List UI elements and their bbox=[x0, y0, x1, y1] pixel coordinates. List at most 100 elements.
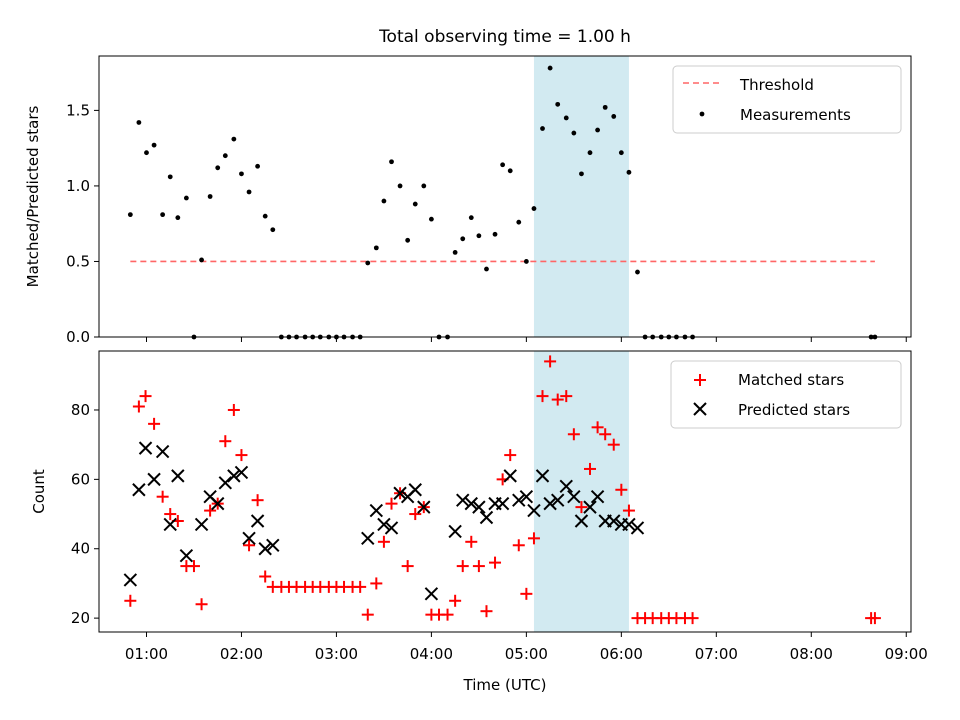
legend-matched-swatch bbox=[694, 374, 706, 386]
legend-measurements-label: Measurements bbox=[740, 106, 851, 124]
measurement-point bbox=[412, 201, 418, 207]
x-tick-label: 04:00 bbox=[410, 645, 453, 663]
measurement-point bbox=[635, 269, 640, 275]
measurement-point bbox=[222, 153, 228, 159]
measurement-point bbox=[144, 150, 149, 156]
predicted-star-point bbox=[258, 542, 272, 556]
measurement-point bbox=[540, 126, 545, 131]
measurement-point bbox=[516, 219, 522, 225]
matched-star-point bbox=[615, 483, 628, 496]
measurement-point bbox=[428, 216, 434, 222]
chart-title: Total observing time = 1.00 h bbox=[378, 27, 631, 47]
matched-star-point bbox=[504, 449, 517, 462]
measurement-point bbox=[270, 227, 276, 233]
matched-star-point bbox=[401, 560, 414, 573]
measurement-point bbox=[500, 162, 506, 168]
measurement-point bbox=[595, 127, 600, 133]
x-tick-label: 03:00 bbox=[315, 645, 358, 663]
y-tick-label: 0.0 bbox=[66, 328, 90, 346]
predicted-star-point bbox=[424, 587, 439, 601]
matched-stars-series bbox=[124, 355, 881, 625]
measurement-point bbox=[151, 142, 157, 148]
matched-star-point bbox=[124, 594, 137, 607]
measurement-point bbox=[262, 213, 268, 219]
matched-star-point bbox=[599, 428, 612, 441]
measurement-point bbox=[199, 257, 204, 263]
matched-star-point bbox=[219, 435, 232, 448]
measurement-point bbox=[611, 114, 617, 119]
legend-matched-label: Matched stars bbox=[738, 371, 844, 389]
predicted-star-point bbox=[607, 514, 621, 528]
legend-threshold-label: Threshold bbox=[739, 76, 814, 94]
ratio-panel: 0.0 0.5 1.0 1.5 Matched/Predicted stars Thr… bbox=[24, 55, 912, 346]
predicted-star-point bbox=[155, 444, 170, 459]
matched-star-point bbox=[227, 403, 240, 416]
measurement-point bbox=[531, 206, 537, 211]
ratio-x-axis-ticks bbox=[145, 337, 907, 342]
predicted-stars-series bbox=[123, 441, 645, 601]
y-tick-label: 20 bbox=[71, 609, 90, 627]
matched-star-point bbox=[195, 598, 208, 611]
predicted-star-point bbox=[495, 496, 510, 511]
x-tick-label: 08:00 bbox=[790, 645, 833, 663]
predicted-star-point bbox=[377, 517, 391, 532]
predicted-star-point bbox=[543, 496, 557, 511]
counts-plot-frame bbox=[98, 350, 912, 633]
predicted-star-point bbox=[448, 524, 462, 539]
predicted-star-point bbox=[163, 517, 177, 532]
predicted-star-point bbox=[503, 469, 517, 483]
y-tick-label: 80 bbox=[71, 401, 90, 419]
measurement-point bbox=[167, 174, 173, 180]
predicted-star-point bbox=[211, 496, 225, 511]
measurement-point bbox=[587, 150, 593, 156]
matched-star-point bbox=[243, 539, 256, 552]
matched-star-point bbox=[361, 608, 374, 621]
matched-star-point bbox=[139, 390, 152, 403]
predicted-star-point bbox=[361, 531, 375, 546]
matched-star-point bbox=[132, 400, 145, 413]
predicted-star-point bbox=[171, 469, 185, 483]
measurement-point bbox=[397, 183, 403, 189]
ratio-plot-frame bbox=[98, 55, 912, 338]
predicted-star-point bbox=[218, 476, 233, 490]
matched-star-point bbox=[354, 580, 367, 593]
measurement-point bbox=[571, 130, 577, 136]
predicted-star-point bbox=[551, 493, 565, 507]
matched-star-point bbox=[591, 421, 604, 434]
measurement-point bbox=[468, 215, 474, 221]
measurement-point bbox=[579, 171, 584, 177]
predicted-star-point bbox=[519, 489, 534, 504]
measurement-point bbox=[421, 183, 427, 189]
matched-star-point bbox=[148, 417, 161, 430]
measurement-point bbox=[239, 171, 244, 177]
matched-star-point bbox=[607, 438, 620, 451]
measurement-point bbox=[484, 266, 489, 272]
predicted-star-point bbox=[384, 521, 399, 535]
predicted-star-point bbox=[369, 503, 384, 518]
measurement-point bbox=[389, 159, 394, 165]
matched-star-point bbox=[465, 535, 478, 548]
measurement-point bbox=[405, 237, 411, 243]
matched-star-point bbox=[544, 355, 557, 368]
x-tick-label: 02:00 bbox=[220, 645, 263, 663]
matched-star-point bbox=[409, 508, 422, 521]
measurement-point bbox=[563, 115, 569, 121]
ratio-y-axis-label: Matched/Predicted stars bbox=[24, 106, 42, 288]
y-tick-label: 40 bbox=[71, 540, 90, 558]
matched-star-point bbox=[441, 608, 454, 621]
matched-star-point bbox=[385, 497, 398, 510]
predicted-star-point bbox=[527, 503, 541, 518]
measurement-point bbox=[555, 101, 561, 107]
measurement-point bbox=[215, 165, 221, 171]
measurement-point bbox=[175, 215, 181, 221]
measurement-point bbox=[381, 198, 387, 204]
predicted-star-point bbox=[512, 493, 526, 507]
predicted-star-point bbox=[194, 517, 209, 532]
measurement-point bbox=[476, 233, 482, 239]
counts-y-axis-label: Count bbox=[30, 469, 48, 514]
predicted-star-point bbox=[574, 514, 589, 528]
y-tick-label: 0.5 bbox=[66, 252, 90, 270]
matched-star-point bbox=[377, 535, 390, 548]
matched-star-point bbox=[472, 560, 485, 573]
